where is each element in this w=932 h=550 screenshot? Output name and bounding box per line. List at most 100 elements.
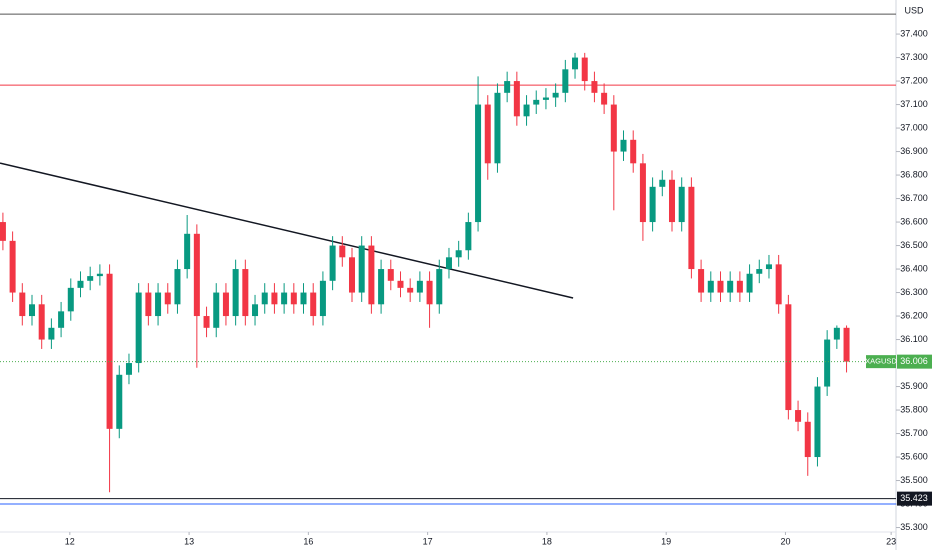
candle-body — [707, 280, 714, 293]
candle-body — [407, 287, 414, 293]
last-price-label: 36.006 — [900, 356, 928, 366]
x-tick-label: 13 — [184, 536, 194, 546]
candle-body — [261, 292, 268, 305]
candle-body — [125, 363, 132, 375]
candle-body — [77, 280, 84, 288]
candle-body — [96, 273, 103, 277]
candle-body — [155, 292, 162, 317]
level-tag — [897, 491, 932, 506]
candle-body — [193, 233, 200, 317]
y-tick-label: 36.800 — [900, 169, 928, 179]
candle-body — [736, 280, 743, 293]
y-tick-label: 35.300 — [900, 522, 928, 532]
candle-body — [9, 240, 16, 293]
y-tick-label: 37.300 — [900, 52, 928, 62]
candle-body — [387, 269, 394, 281]
candle-body — [785, 304, 792, 411]
level-label: 35.423 — [900, 493, 928, 503]
candle-body — [678, 186, 685, 223]
y-tick-label: 37.100 — [900, 99, 928, 109]
candle-body — [58, 311, 65, 328]
candle-body — [533, 99, 540, 105]
candle-body — [843, 327, 850, 362]
candle-body — [775, 264, 782, 305]
candle-body — [358, 245, 365, 293]
candle-body — [290, 292, 297, 305]
candle-body — [67, 287, 74, 312]
candle-body — [581, 57, 588, 82]
x-tick-label: 20 — [780, 536, 790, 546]
candle-body — [38, 304, 45, 340]
candle-body — [145, 292, 152, 317]
candle-body — [116, 374, 123, 429]
x-tick-label: 12 — [65, 536, 75, 546]
y-tick-label: 37.200 — [900, 75, 928, 85]
candle-body — [48, 327, 55, 340]
candle-body — [698, 269, 705, 293]
candle-body — [746, 273, 753, 293]
y-tick-label: 37.400 — [900, 28, 928, 38]
candle-body — [649, 186, 656, 223]
candle-body — [164, 292, 171, 305]
candle-body — [19, 292, 26, 317]
candle-body — [688, 186, 695, 270]
candle-body — [630, 139, 637, 164]
candle-body — [824, 339, 831, 387]
candle-body — [416, 280, 423, 293]
x-tick-label: 17 — [423, 536, 433, 546]
symbol-label: XAGUSD — [865, 357, 897, 366]
candle-body — [368, 245, 375, 305]
candle-body — [591, 81, 598, 93]
y-tick-label: 36.400 — [900, 263, 928, 273]
candle-body — [348, 257, 356, 293]
y-tick-label: 36.200 — [900, 310, 928, 320]
candle-body — [397, 280, 404, 288]
y-tick-label: 35.900 — [900, 381, 928, 391]
x-tick-label: 23 — [886, 536, 896, 546]
candle-body — [455, 250, 462, 258]
candle-body — [659, 179, 666, 187]
candle-body — [756, 269, 763, 274]
candle-body — [232, 269, 239, 317]
last-price-tag — [897, 354, 932, 369]
candle-body — [203, 316, 210, 328]
candle-body — [494, 92, 501, 164]
candle-body — [542, 97, 549, 100]
candle-body — [795, 410, 802, 422]
candle-body — [319, 280, 326, 317]
x-tick-label: 19 — [661, 536, 671, 546]
trend-line — [0, 162, 574, 299]
y-tick-label: 35.800 — [900, 404, 928, 414]
candle-body — [804, 421, 811, 458]
candle-body — [339, 245, 346, 258]
candle-body — [445, 257, 452, 270]
y-tick-label: 35.600 — [900, 451, 928, 461]
y-tick-label: 36.500 — [900, 240, 928, 250]
candle-body — [610, 104, 617, 152]
candle-body — [87, 276, 94, 281]
candle-body — [281, 292, 288, 305]
candle-body — [329, 245, 336, 281]
y-tick-label: 35.500 — [900, 475, 928, 485]
candle-body — [135, 292, 142, 364]
candle-body — [310, 292, 317, 317]
candle-body — [639, 163, 646, 223]
candle-body — [465, 222, 472, 251]
y-tick-label: 36.700 — [900, 193, 928, 203]
candle-body — [436, 269, 443, 305]
candle-body — [184, 233, 191, 270]
candle-body — [814, 386, 821, 458]
candle-body — [106, 273, 113, 429]
candle-body — [0, 222, 6, 241]
y-tick-label: 36.600 — [900, 216, 928, 226]
candle-body — [484, 104, 491, 164]
candle-body — [601, 92, 608, 105]
x-tick-label: 18 — [542, 536, 552, 546]
candle-body — [833, 327, 840, 340]
candle-body — [426, 280, 433, 305]
candle-body — [523, 104, 530, 117]
candle-body — [271, 292, 278, 305]
y-tick-label: 36.300 — [900, 287, 928, 297]
